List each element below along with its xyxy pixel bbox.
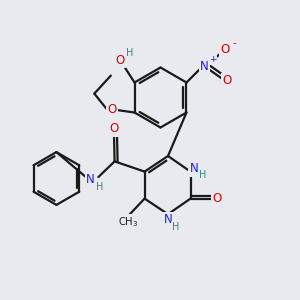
- Text: O: O: [213, 192, 222, 205]
- Text: O: O: [110, 122, 118, 136]
- Text: H: H: [200, 170, 207, 180]
- Text: -: -: [232, 38, 236, 48]
- Text: O: O: [221, 43, 230, 56]
- Text: H: H: [172, 222, 179, 232]
- Text: O: O: [222, 74, 232, 87]
- Text: N: N: [190, 162, 199, 175]
- Text: N: N: [164, 213, 173, 226]
- Text: O: O: [115, 53, 124, 67]
- Text: H: H: [126, 48, 133, 58]
- Text: +: +: [209, 55, 216, 64]
- Text: CH$_3$: CH$_3$: [118, 215, 139, 229]
- Text: N: N: [200, 59, 209, 73]
- Text: N: N: [86, 172, 95, 186]
- Text: H: H: [96, 182, 103, 192]
- Text: O: O: [107, 103, 117, 116]
